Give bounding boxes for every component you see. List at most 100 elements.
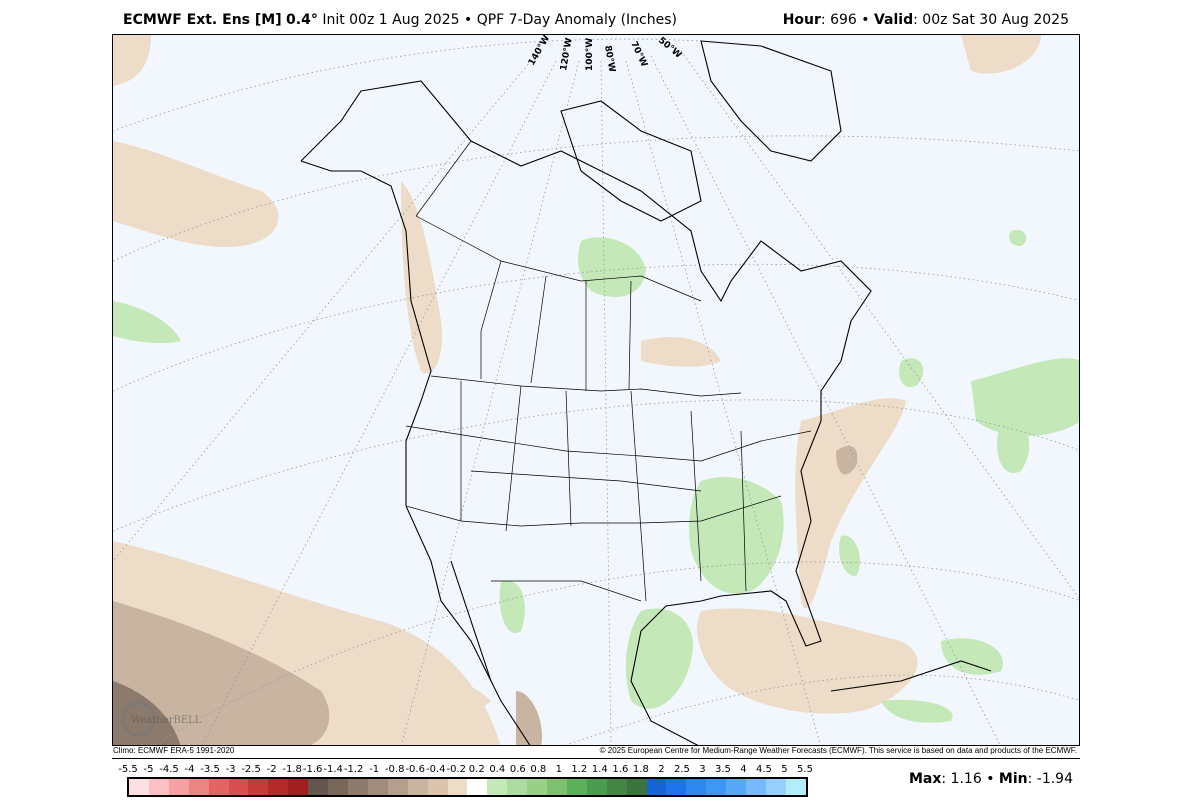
colorbar-swatch [766,779,786,795]
colorbar-swatch [208,779,229,795]
colorbar-swatch [148,779,169,795]
colorbar-tick-label: 1.8 [632,764,649,775]
lon-label: 80°W [602,45,617,73]
colorbar-tick-label: 0.2 [468,764,485,775]
colorbar-tick-label: -3.5 [200,764,220,775]
climo-credit: Climo: ECMWF ERA-5 1991-2020 [113,746,235,755]
separator: • [861,12,870,28]
colorbar-labels: -5.5 -5 -4.5 -4 -3.5 -3 -2.5 -2 -1.8 -1.6 -1.4 -1.2… [118,764,813,778]
colorbar-tick-label: 3 [699,764,706,775]
colorbar-swatch [726,779,747,795]
colorbar-swatch [188,779,209,795]
weatherbell-logo: WeatherBELL [121,701,202,737]
colorbar-tick-label: -1.4 [323,764,343,775]
colorbar-tick-label: 1.6 [612,764,629,775]
colorbar-swatch [686,779,707,795]
colorbar-tick-label: 5.5 [797,764,813,775]
colorbar-swatch [586,779,607,795]
colorbar-swatch [168,779,189,795]
coastlines [300,40,992,745]
colorbar-swatch [507,779,528,795]
colorbar-tick-label: 1 [555,764,562,775]
colorbar-swatch [228,779,249,795]
hour-value: : 696 [820,12,857,28]
colorbar-swatch [268,779,289,795]
colorbar-tick-label: 2 [658,764,665,775]
colorbar-tick-label: 1.2 [571,764,588,775]
colorbar-swatch [129,779,149,795]
colorbar-tick-label: 2.5 [673,764,690,775]
valid-info: Hour: 696 • Valid: 00z Sat 30 Aug 2025 [783,12,1069,28]
colorbar-swatch [666,779,687,795]
colorbar-swatch [785,779,806,795]
colorbar-tick-label: 4.5 [756,764,772,775]
colorbar-tick-label: 0.4 [489,764,506,775]
colorbar-swatch [288,779,309,795]
valid-value: : 00z Sat 30 Aug 2025 [913,12,1069,28]
resolution: 0.4° [286,12,318,28]
colorbar-swatch [347,779,368,795]
colorbar-tick-label: 3.5 [714,764,731,775]
colorbar-tick-label: -2.5 [241,764,261,775]
separator: • [986,771,995,787]
colorbar-swatch [387,779,408,795]
min-value: : -1.94 [1027,771,1073,787]
colorbar-tick-label: -5 [143,764,154,775]
colorbar-swatch [467,779,488,795]
colorbar-tick-label: -0.4 [425,764,446,775]
colorbar-swatch [367,779,388,795]
colorbar-swatch [706,779,727,795]
max-min-readout: Max: 1.16 • Min: -1.94 [909,771,1073,787]
colorbar-tick-label: -4.5 [159,764,179,775]
product-name: QPF 7-Day Anomaly (Inches) [476,12,677,28]
colorbar-swatch [328,779,348,795]
divider [112,758,1080,759]
colorbar [127,777,808,797]
lon-label: 100°W [585,38,595,71]
borders [405,140,812,602]
colorbar-swatch [248,779,269,795]
map-panel[interactable]: 140°W 120°W 100°W 80°W 70°W 50°W Weather… [112,34,1080,746]
colorbar-tick-label: -2 [266,764,277,775]
colorbar-tick-label: 4 [740,764,747,775]
max-label: Max [908,771,942,787]
colorbar-swatch [407,779,428,795]
min-label: Min [998,771,1028,787]
colorbar-tick-label: -4 [184,764,195,775]
colorbar-tick-label: 0.6 [509,764,526,775]
anomaly-dry-max [113,681,181,745]
colorbar-swatch [746,779,766,795]
colorbar-swatch [487,779,508,795]
max-value: : 1.16 [941,771,982,787]
colorbar-swatch [646,779,667,795]
colorbar-swatch [606,779,627,795]
colorbar-tick-label: -1.8 [282,764,302,775]
separator: • [463,12,473,28]
colorbar-swatch [566,779,587,795]
map-canvas: 140°W 120°W 100°W 80°W 70°W 50°W Weather… [113,35,1079,745]
colorbar-tick-label: -3 [225,764,236,775]
init-time: Init 00z 1 Aug 2025 [322,12,460,28]
colorbar-tick-label: -5.5 [118,764,138,775]
valid-label: Valid [873,12,914,28]
colorbar-swatch [308,779,329,795]
colorbar-swatch [447,779,468,795]
anomaly-wet [113,229,1079,723]
colorbar-swatch [427,779,448,795]
watermark-text: WeatherBELL [131,715,202,726]
colorbar-tick-label: -1 [369,764,380,775]
colorbar-tick-label: 0.8 [530,764,547,775]
colorbar-swatch [626,779,647,795]
anomaly-dry-strong [113,446,858,745]
colorbar-tick-label: 5 [781,764,788,775]
colorbar-tick-label: -0.2 [446,764,466,775]
colorbar-tick-label: -1.2 [343,764,364,775]
graticule [113,38,1079,745]
copyright-credit: © 2025 European Centre for Medium-Range … [599,746,1077,755]
colorbar-swatch [527,779,548,795]
colorbar-tick-label: 1.4 [591,764,608,775]
colorbar-tick-label: -0.8 [384,764,405,775]
model-name: ECMWF Ext. Ens [M] [123,12,282,28]
hour-label: Hour [782,12,821,28]
colorbar-tick-label: -1.6 [302,764,323,775]
